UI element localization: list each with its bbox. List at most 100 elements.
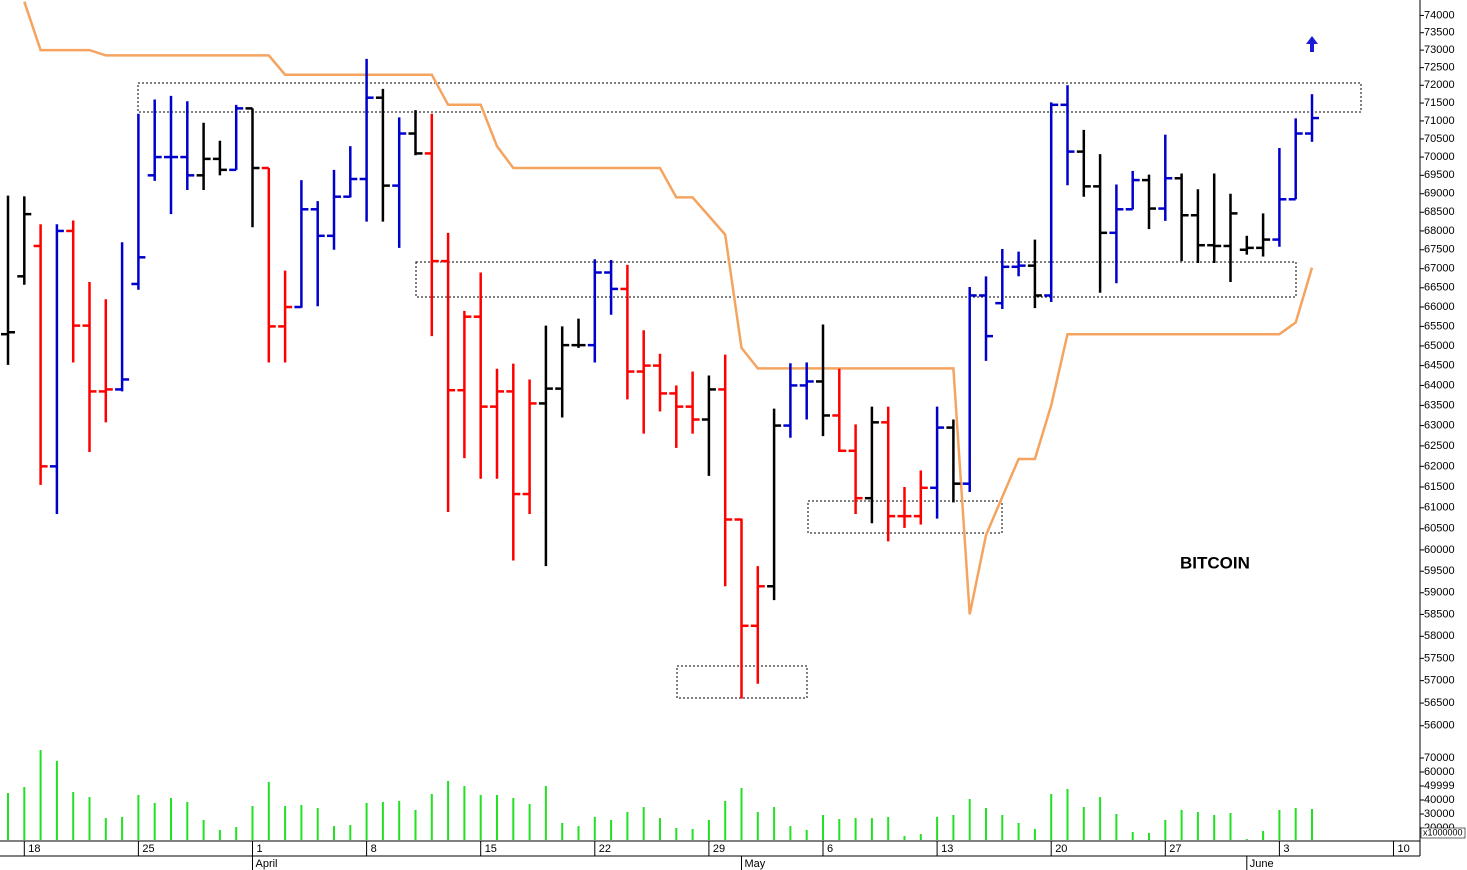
- volume-bar: [675, 828, 678, 840]
- volume-bar: [333, 826, 335, 840]
- volume-bar: [1262, 830, 1265, 840]
- volume-bar: [104, 818, 107, 840]
- volume-bar: [985, 807, 987, 840]
- y-tick-label: 68500: [1424, 206, 1455, 218]
- volume-bar: [968, 799, 971, 840]
- x-tick-label: 3: [1283, 843, 1289, 855]
- y-tick-label: 73000: [1424, 44, 1455, 56]
- volume-bar: [1278, 809, 1281, 840]
- volume-bar: [756, 812, 759, 840]
- volume-bar: [153, 802, 156, 840]
- volume-bar: [1245, 839, 1248, 840]
- y-tick-label: 68000: [1424, 225, 1455, 237]
- volume-bar: [1164, 820, 1167, 840]
- y-tick-label: 65500: [1424, 320, 1455, 332]
- volume-bar: [349, 825, 352, 840]
- y-tick-label: 65000: [1424, 340, 1455, 352]
- y-tick-label: 70000: [1424, 151, 1455, 163]
- y-tick-label: 58500: [1424, 608, 1455, 620]
- volume-bar: [1001, 814, 1004, 840]
- volume-bar: [1131, 832, 1134, 840]
- volume-bar: [1148, 833, 1150, 840]
- x-tick-label: 13: [941, 843, 953, 855]
- volume-bar: [1213, 814, 1216, 840]
- volume-bar: [235, 827, 238, 840]
- volume-bar: [39, 750, 42, 840]
- volume-bar: [186, 801, 189, 840]
- volume-tick-label: 49999: [1424, 780, 1455, 792]
- volume-bar: [577, 826, 580, 840]
- x-tick-label: 1: [257, 843, 263, 855]
- volume-bar: [870, 818, 873, 840]
- y-tick-label: 60000: [1424, 544, 1455, 556]
- volume-bar: [447, 780, 450, 840]
- volume-bar: [952, 814, 955, 840]
- volume-bar: [561, 822, 564, 840]
- y-tick-label: 62500: [1424, 440, 1455, 452]
- unit-box: [1420, 827, 1466, 839]
- volume-bar: [936, 816, 939, 840]
- volume-bar: [251, 806, 254, 840]
- volume-bar: [7, 793, 9, 840]
- volume-bar: [88, 797, 91, 840]
- annotation-box: [137, 82, 1362, 113]
- volume-bar: [137, 794, 140, 840]
- x-tick-label: 27: [1169, 843, 1181, 855]
- x-tick-label: 8: [371, 843, 377, 855]
- y-tick-label: 58000: [1424, 630, 1455, 642]
- volume-bar: [72, 792, 75, 840]
- y-tick-label: 74000: [1424, 9, 1455, 21]
- arrow-up: [1306, 36, 1318, 52]
- volume-bar: [218, 829, 221, 840]
- volume-bar: [691, 828, 694, 840]
- volume-bar: [789, 826, 792, 840]
- volume-bar: [610, 820, 613, 840]
- volume-bar: [414, 809, 417, 840]
- y-tick-label: 69500: [1424, 169, 1455, 181]
- y-tick-label: 64000: [1424, 379, 1455, 391]
- volume-bar: [1082, 807, 1085, 840]
- volume-bar: [202, 820, 205, 840]
- x-tick-label: 29: [713, 843, 725, 855]
- x-tick-label: 25: [142, 843, 154, 855]
- y-tick-label: 57000: [1424, 675, 1455, 687]
- volume-bar: [463, 786, 466, 840]
- volume-unit-label: x1000000: [1423, 827, 1463, 837]
- volume-bar: [1033, 828, 1036, 840]
- volume-bar: [381, 801, 384, 840]
- volume-bar: [887, 816, 890, 840]
- month-label: May: [745, 858, 766, 870]
- volume-bar: [512, 798, 515, 840]
- volume-bar: [1196, 812, 1199, 840]
- volume-bar: [55, 760, 58, 840]
- volume-bar: [430, 793, 433, 840]
- volume-bar: [1311, 808, 1313, 840]
- x-tick-label: 20: [1055, 843, 1067, 855]
- y-tick-label: 59500: [1424, 565, 1455, 577]
- y-tick-label: 59000: [1424, 587, 1455, 599]
- x-tick-label: 15: [485, 843, 497, 855]
- volume-bar: [1229, 813, 1232, 840]
- x-tick-label: 10: [1398, 843, 1410, 855]
- annotation-label: BITCOIN: [1180, 553, 1250, 572]
- y-tick-label: 56000: [1424, 720, 1455, 732]
- volume-bar: [822, 814, 824, 840]
- volume-bar: [1066, 788, 1069, 840]
- volume-bar: [170, 798, 172, 840]
- y-tick-label: 67500: [1424, 244, 1455, 256]
- volume-tick-label: 30000: [1424, 808, 1455, 820]
- annotation-box: [415, 261, 1297, 298]
- x-tick-label: 6: [827, 843, 833, 855]
- volume-bar: [740, 787, 743, 840]
- x-tick-label: 22: [599, 843, 611, 855]
- volume-bar: [398, 800, 401, 840]
- y-tick-label: 72000: [1424, 79, 1455, 91]
- volume-bar: [23, 786, 26, 840]
- volume-bar: [267, 781, 270, 840]
- volume-bar: [626, 812, 629, 840]
- y-tick-label: 64500: [1424, 360, 1455, 372]
- volume-bar: [316, 807, 319, 840]
- volume-bar: [544, 786, 547, 840]
- volume-bar: [724, 800, 727, 840]
